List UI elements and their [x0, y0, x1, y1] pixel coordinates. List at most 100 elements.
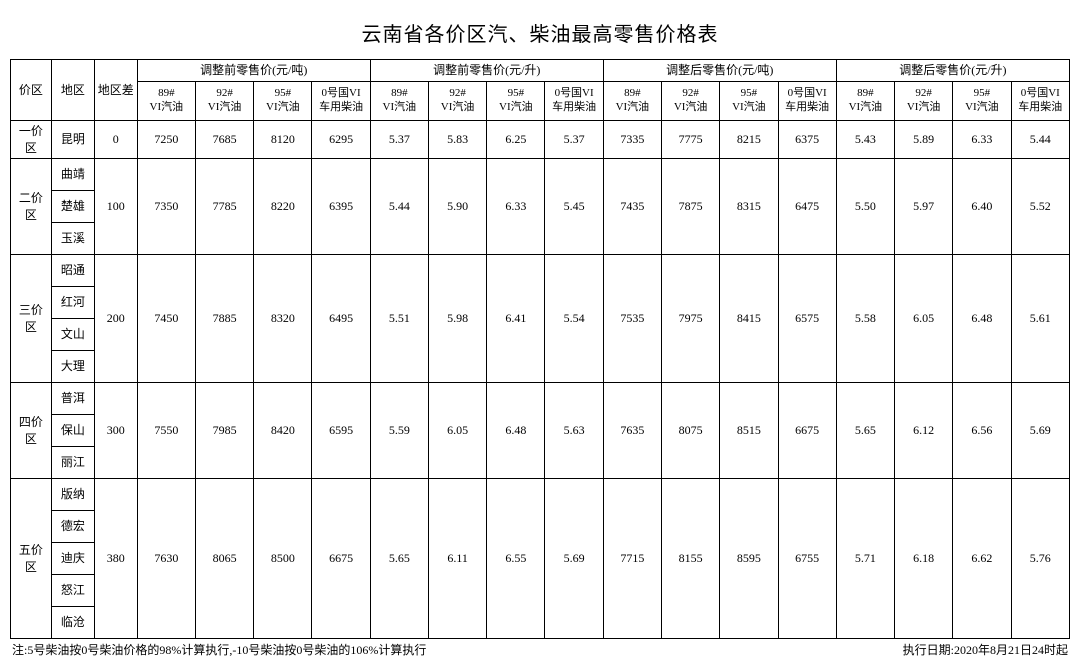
hdr-zone: 价区	[11, 60, 52, 121]
val-cell: 6375	[778, 120, 836, 159]
region-cell: 临沧	[51, 607, 94, 639]
val-cell: 7975	[662, 255, 720, 383]
hdr-group-2: 调整后零售价(元/吨)	[603, 60, 836, 82]
val-cell: 5.83	[428, 120, 486, 159]
val-cell: 7535	[603, 255, 661, 383]
hdr-group-3: 调整后零售价(元/升)	[836, 60, 1069, 82]
val-cell: 6475	[778, 159, 836, 255]
val-cell: 7335	[603, 120, 661, 159]
val-cell: 5.63	[545, 383, 603, 479]
region-cell: 昭通	[51, 255, 94, 287]
val-cell: 7550	[137, 383, 195, 479]
hdr-sub-0-1: 92#VI汽油	[195, 81, 253, 120]
val-cell: 8320	[254, 255, 312, 383]
hdr-sub-1-1: 92#VI汽油	[428, 81, 486, 120]
val-cell: 5.37	[370, 120, 428, 159]
val-cell: 7350	[137, 159, 195, 255]
val-cell: 5.44	[1011, 120, 1069, 159]
val-cell: 6.12	[895, 383, 953, 479]
hdr-sub-3-1: 92#VI汽油	[895, 81, 953, 120]
val-cell: 6.41	[487, 255, 545, 383]
val-cell: 5.65	[836, 383, 894, 479]
val-cell: 5.90	[428, 159, 486, 255]
val-cell: 6.62	[953, 479, 1011, 639]
hdr-diff: 地区差	[94, 60, 137, 121]
hdr-sub-3-2: 95#VI汽油	[953, 81, 1011, 120]
val-cell: 8065	[195, 479, 253, 639]
hdr-sub-0-0: 89#VI汽油	[137, 81, 195, 120]
hdr-sub-2-3: 0号国VI车用柴油	[778, 81, 836, 120]
val-cell: 5.43	[836, 120, 894, 159]
val-cell: 6.56	[953, 383, 1011, 479]
region-cell: 迪庆	[51, 543, 94, 575]
footnote-left: 注:5号柴油按0号柴油价格的98%计算执行,-10号柴油按0号柴油的106%计算…	[12, 641, 426, 658]
hdr-sub-2-1: 92#VI汽油	[662, 81, 720, 120]
val-cell: 5.76	[1011, 479, 1069, 639]
hdr-sub-1-2: 95#VI汽油	[487, 81, 545, 120]
val-cell: 7875	[662, 159, 720, 255]
region-cell: 普洱	[51, 383, 94, 415]
val-cell: 7250	[137, 120, 195, 159]
diff-cell-0: 0	[94, 120, 137, 159]
val-cell: 5.50	[836, 159, 894, 255]
val-cell: 5.65	[370, 479, 428, 639]
val-cell: 8315	[720, 159, 778, 255]
val-cell: 5.69	[545, 479, 603, 639]
zone-name-4: 五价区	[11, 479, 52, 639]
val-cell: 5.89	[895, 120, 953, 159]
val-cell: 6675	[312, 479, 370, 639]
hdr-sub-1-0: 89#VI汽油	[370, 81, 428, 120]
val-cell: 8120	[254, 120, 312, 159]
val-cell: 7715	[603, 479, 661, 639]
region-cell: 德宏	[51, 511, 94, 543]
zone-name-0: 一价区	[11, 120, 52, 159]
hdr-sub-0-2: 95#VI汽油	[254, 81, 312, 120]
page-title: 云南省各价区汽、柴油最高零售价格表	[10, 18, 1070, 47]
val-cell: 6.40	[953, 159, 1011, 255]
region-cell: 怒江	[51, 575, 94, 607]
hdr-sub-2-2: 95#VI汽油	[720, 81, 778, 120]
val-cell: 6.05	[895, 255, 953, 383]
diff-cell-1: 100	[94, 159, 137, 255]
diff-cell-4: 380	[94, 479, 137, 639]
val-cell: 5.37	[545, 120, 603, 159]
val-cell: 6.48	[487, 383, 545, 479]
val-cell: 7985	[195, 383, 253, 479]
hdr-sub-0-3: 0号国VI车用柴油	[312, 81, 370, 120]
val-cell: 6395	[312, 159, 370, 255]
val-cell: 6.55	[487, 479, 545, 639]
val-cell: 6295	[312, 120, 370, 159]
val-cell: 5.45	[545, 159, 603, 255]
table-row: 二价区曲靖10073507785822063955.445.906.335.45…	[11, 159, 1070, 191]
val-cell: 6.11	[428, 479, 486, 639]
val-cell: 7885	[195, 255, 253, 383]
val-cell: 5.59	[370, 383, 428, 479]
val-cell: 8415	[720, 255, 778, 383]
zone-name-2: 三价区	[11, 255, 52, 383]
val-cell: 8215	[720, 120, 778, 159]
val-cell: 7785	[195, 159, 253, 255]
val-cell: 8220	[254, 159, 312, 255]
region-cell: 文山	[51, 319, 94, 351]
val-cell: 5.58	[836, 255, 894, 383]
footnote-right: 执行日期:2020年8月21日24时起	[903, 641, 1068, 658]
val-cell: 5.97	[895, 159, 953, 255]
val-cell: 5.61	[1011, 255, 1069, 383]
region-cell: 昆明	[51, 120, 94, 159]
diff-cell-2: 200	[94, 255, 137, 383]
val-cell: 5.69	[1011, 383, 1069, 479]
hdr-sub-1-3: 0号国VI车用柴油	[545, 81, 603, 120]
region-cell: 保山	[51, 415, 94, 447]
hdr-sub-3-0: 89#VI汽油	[836, 81, 894, 120]
region-cell: 版纳	[51, 479, 94, 511]
val-cell: 8515	[720, 383, 778, 479]
region-cell: 楚雄	[51, 191, 94, 223]
table-row: 五价区版纳38076308065850066755.656.116.555.69…	[11, 479, 1070, 511]
hdr-group-0: 调整前零售价(元/吨)	[137, 60, 370, 82]
val-cell: 8075	[662, 383, 720, 479]
region-cell: 大理	[51, 351, 94, 383]
hdr-sub-2-0: 89#VI汽油	[603, 81, 661, 120]
val-cell: 6495	[312, 255, 370, 383]
region-cell: 红河	[51, 287, 94, 319]
region-cell: 丽江	[51, 447, 94, 479]
